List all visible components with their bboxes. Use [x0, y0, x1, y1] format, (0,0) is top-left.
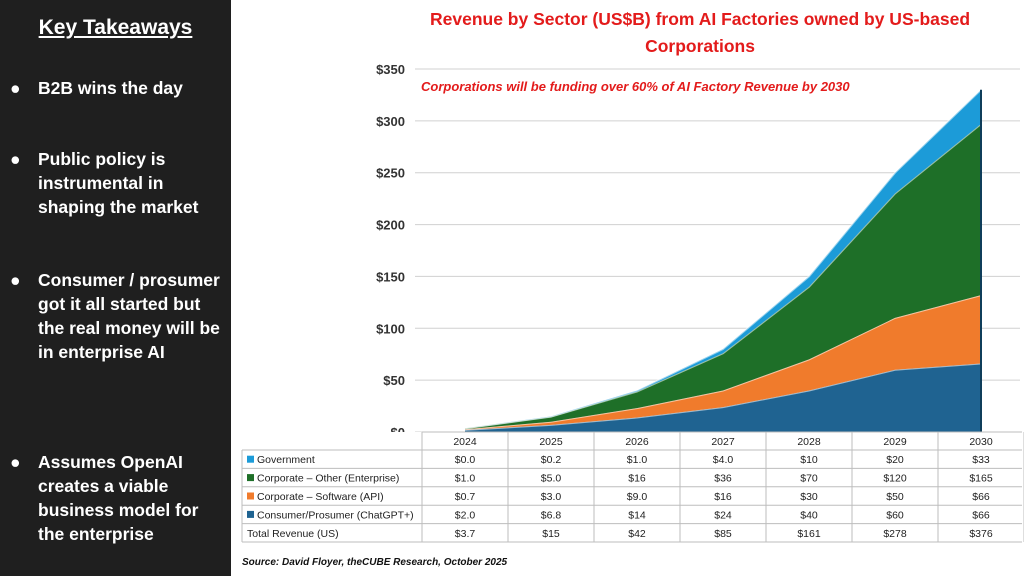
gridlines: [415, 68, 1020, 433]
table-cell: $70: [800, 473, 818, 485]
legend-swatch: [247, 455, 254, 463]
table-row-label: Corporate – Other (Enterprise): [257, 473, 399, 485]
x-tick-label: 2029: [883, 436, 907, 448]
table-cell: $0.0: [455, 454, 476, 466]
table-cell: $40: [800, 509, 818, 521]
y-tick-label: $200: [376, 218, 405, 233]
takeaway-item: ● Consumer / prosumer got it all started…: [10, 268, 225, 364]
table-row-label: Total Revenue (US): [247, 528, 339, 540]
table-cell: $0.7: [455, 491, 476, 503]
area-edge-3: [464, 88, 982, 430]
chart-title-line1: Revenue by Sector (US$B) from AI Factori…: [430, 9, 970, 29]
table-cell: $4.0: [713, 454, 734, 466]
y-tick-label: $300: [376, 114, 405, 129]
table-cell: $1.0: [455, 473, 476, 485]
chart-title-line2: Corporations: [645, 36, 755, 56]
stacked-areas: [464, 88, 982, 432]
legend-swatch: [247, 474, 254, 482]
takeaway-item: ● B2B wins the day: [10, 76, 225, 100]
x-tick-label: 2026: [625, 436, 649, 448]
chart-annotation: Corporations will be funding over 60% of…: [421, 79, 850, 94]
table-cell: $165: [969, 473, 993, 485]
revenue-chart: Revenue by Sector (US$B) from AI Factori…: [241, 9, 1024, 543]
y-axis-ticks: $0$50$100$150$200$250$300$350: [376, 62, 405, 440]
table-cell: $42: [628, 528, 646, 540]
table-cell: $2.0: [455, 509, 476, 521]
table-cell: $66: [972, 509, 990, 521]
x-tick-label: 2025: [539, 436, 563, 448]
area-series-1: [465, 295, 981, 430]
table-cell: $5.0: [541, 473, 562, 485]
table-cell: $10: [800, 454, 818, 466]
x-tick-label: 2030: [969, 436, 993, 448]
data-table: 2024 2025 2026 2027 2028 2029 2030 Government $0…: [241, 431, 1024, 543]
area-series-2: [465, 124, 981, 430]
table-cell: $14: [628, 509, 646, 521]
table-row-label: Government: [257, 454, 315, 466]
bullet-dot: ●: [10, 149, 21, 169]
table-cell: $16: [628, 473, 646, 485]
table-cell: $36: [714, 473, 732, 485]
bullet-dot: ●: [10, 78, 21, 98]
table-cell: $33: [972, 454, 990, 466]
key-takeaways-title: Key Takeaways: [38, 16, 193, 39]
legend-swatch: [247, 492, 254, 500]
table-cell: $66: [972, 491, 990, 503]
table-cell: $85: [714, 528, 732, 540]
table-cell: $3.7: [455, 528, 476, 540]
takeaway-text: Public policy is instrumental in shaping…: [38, 149, 199, 217]
x-tick-label: 2024: [453, 436, 477, 448]
table-cell: $20: [886, 454, 904, 466]
table-cell: $376: [969, 528, 993, 540]
table-row-label: Corporate – Software (API): [257, 491, 384, 503]
table-row-label: Consumer/Prosumer (ChatGPT+): [257, 509, 414, 521]
table-cell: $24: [714, 509, 732, 521]
takeaway-text: B2B wins the day: [38, 78, 183, 98]
table-cell: $15: [542, 528, 560, 540]
table-cell: $0.2: [541, 454, 562, 466]
takeaway-item: ● Assumes OpenAI creates a viable busine…: [10, 450, 225, 546]
table-cell: $60: [886, 509, 904, 521]
y-tick-label: $50: [383, 373, 405, 388]
table-cell: $16: [714, 491, 732, 503]
table-cell: $3.0: [541, 491, 562, 503]
takeaway-text: Consumer / prosumer got it all started b…: [38, 270, 220, 362]
y-tick-label: $350: [376, 62, 405, 77]
table-cell: $30: [800, 491, 818, 503]
bullet-dot: ●: [10, 270, 21, 290]
table-cell: $278: [883, 528, 907, 540]
x-tick-label: 2027: [711, 436, 735, 448]
table-cell: $120: [883, 473, 907, 485]
table-cell: $161: [797, 528, 821, 540]
legend-swatch: [247, 510, 254, 518]
source-note: Source: David Floyer, theCUBE Research, …: [242, 557, 508, 568]
x-tick-label: 2028: [797, 436, 821, 448]
table-cell: $50: [886, 491, 904, 503]
y-tick-label: $100: [376, 321, 405, 336]
takeaway-item: ● Public policy is instrumental in shapi…: [10, 147, 225, 219]
y-tick-label: $250: [376, 166, 405, 181]
table-cell: $1.0: [627, 454, 648, 466]
y-tick-label: $150: [376, 269, 405, 284]
key-takeaways-panel: Key Takeaways ● B2B wins the day ● Publi…: [0, 0, 231, 576]
table-cell: $9.0: [627, 491, 648, 503]
bullet-dot: ●: [10, 452, 21, 472]
takeaway-text: Assumes OpenAI creates a viable business…: [38, 452, 199, 544]
table-cell: $6.8: [541, 509, 562, 521]
